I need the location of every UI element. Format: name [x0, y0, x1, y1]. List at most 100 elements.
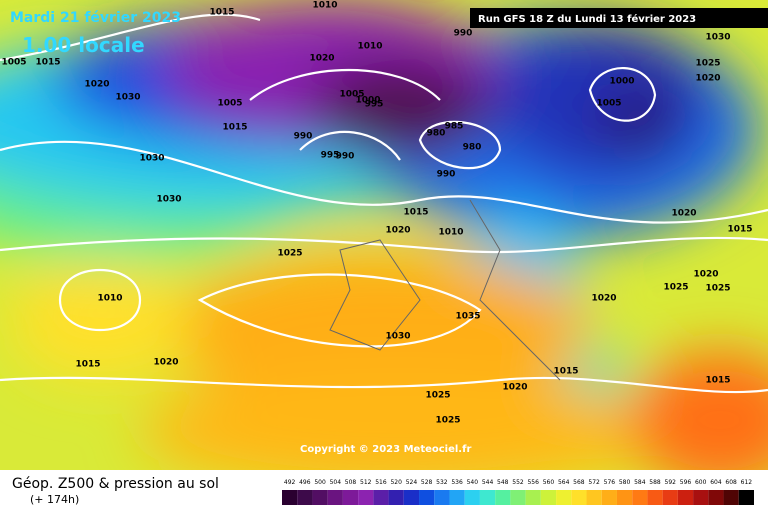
- scale-swatch: [647, 490, 663, 505]
- scale-label: 556: [527, 479, 539, 486]
- isobar-label: 1025: [695, 59, 720, 69]
- scale-swatch: [632, 490, 648, 505]
- scale-label: 524: [406, 479, 418, 486]
- isobar-label: 1015: [222, 123, 247, 133]
- footer-lead: (+ 174h): [30, 493, 79, 506]
- isobar-label: 1030: [385, 332, 410, 342]
- scale-label: 544: [482, 479, 494, 486]
- scale-label: 532: [436, 479, 448, 486]
- scale-swatch: [662, 490, 678, 505]
- isobar-label: 995: [321, 151, 340, 161]
- scale-swatch: [540, 490, 557, 505]
- scale-swatch: [419, 490, 435, 505]
- scale-label: 552: [512, 479, 524, 486]
- scale-swatch: [403, 490, 420, 505]
- run-label: Run GFS 18 Z du Lundi 13 février 2023: [478, 13, 696, 25]
- scale-swatch: [358, 490, 374, 505]
- isobar-label: 1020: [591, 294, 616, 304]
- scale-swatch: [327, 490, 343, 505]
- scale-swatch: [693, 490, 709, 505]
- scale-label: 492: [284, 479, 296, 486]
- isobar-label: 1015: [209, 8, 234, 18]
- scale-label: 600: [695, 479, 707, 486]
- scale-swatch: [571, 490, 587, 505]
- isobar-label: 1000: [609, 77, 634, 87]
- scale-swatch: [479, 490, 496, 505]
- local-time: 1.00 locale: [22, 33, 145, 57]
- scale-swatch: [601, 490, 617, 505]
- isobar-label: 1020: [502, 383, 527, 393]
- scale-label: 580: [619, 479, 631, 486]
- isobar-label: 985: [445, 122, 464, 132]
- isobar-label: 1005: [596, 99, 621, 109]
- scale-label: 512: [360, 479, 372, 486]
- scale-label: 560: [543, 479, 555, 486]
- scale-label: 536: [451, 479, 463, 486]
- isobar-label: 1020: [309, 54, 334, 64]
- copyright: Copyright © 2023 Meteociel.fr: [300, 444, 471, 455]
- isobar-label: 1010: [97, 294, 122, 304]
- scale-label: 548: [497, 479, 509, 486]
- isobar-label: 1020: [385, 226, 410, 236]
- scale-swatch: [677, 490, 694, 505]
- scale-label: 500: [314, 479, 326, 486]
- isobar-label: 1015: [705, 376, 730, 386]
- isobar-label: 1005: [217, 99, 242, 109]
- isobar-label: 1025: [425, 391, 450, 401]
- isobar-label: 990: [294, 132, 313, 142]
- scale-label: 612: [741, 479, 753, 486]
- scale-label: 568: [573, 479, 585, 486]
- isobar-label: 1020: [695, 74, 720, 84]
- scale-label: 540: [467, 479, 479, 486]
- isobar-label: 1020: [671, 209, 696, 219]
- isobar-label: 1015: [403, 208, 428, 218]
- scale-label: 508: [345, 479, 357, 486]
- scale-label: 504: [330, 479, 342, 486]
- scale-label: 564: [558, 479, 570, 486]
- isobar-label: 1010: [312, 1, 337, 11]
- scale-label: 528: [421, 479, 433, 486]
- isobar-label: 1015: [35, 58, 60, 68]
- date-label: Mardi 21 février 2023: [10, 10, 181, 26]
- isobar-label: 1035: [455, 312, 480, 322]
- scale-swatch: [510, 490, 526, 505]
- isobar-labels: 1015 1010 1005 1015 1020 1030 1005 1015 1020 1010…: [1, 1, 752, 426]
- color-scale: 492 496 500 504 508 512 516 520 524 528 532 536 540 5…: [282, 479, 754, 505]
- scale-swatch: [373, 490, 389, 505]
- isobar-label: 980: [463, 143, 482, 153]
- scale-swatch: [297, 490, 313, 505]
- scale-swatch: [586, 490, 602, 505]
- footer-title: Géop. Z500 & pression au sol: [12, 476, 219, 492]
- isobar-label: 990: [437, 170, 456, 180]
- scale-swatch: [525, 490, 541, 505]
- scale-swatch: [708, 490, 724, 505]
- scale-swatch: [342, 490, 359, 505]
- isobar-label: 1025: [277, 249, 302, 259]
- isobar-label: 990: [454, 29, 473, 39]
- scale-swatch: [449, 490, 465, 505]
- isobar-label: 1030: [115, 93, 140, 103]
- isobar-label: 1005: [339, 90, 364, 100]
- scale-label: 588: [649, 479, 661, 486]
- scale-swatch: [738, 490, 754, 505]
- scale-swatch: [312, 490, 328, 505]
- scale-label: 604: [710, 479, 722, 486]
- isobar-label: 1030: [156, 195, 181, 205]
- isobar-label: 1020: [693, 270, 718, 280]
- scale-label: 592: [665, 479, 677, 486]
- scale-swatch: [464, 490, 480, 505]
- scale-swatch: [616, 490, 633, 505]
- scale-label: 496: [299, 479, 311, 486]
- isobar-label: 1010: [357, 42, 382, 52]
- scale-label: 516: [375, 479, 387, 486]
- isobar-label: 1015: [553, 367, 578, 377]
- scale-swatch: [282, 490, 298, 505]
- isobar-label: 1015: [727, 225, 752, 235]
- scale-label: 584: [634, 479, 646, 486]
- scale-label: 596: [680, 479, 692, 486]
- isobar-label: 1005: [1, 58, 26, 68]
- isobar-label: 1020: [84, 80, 109, 90]
- scale-swatch: [434, 490, 450, 505]
- scale-label: 608: [725, 479, 737, 486]
